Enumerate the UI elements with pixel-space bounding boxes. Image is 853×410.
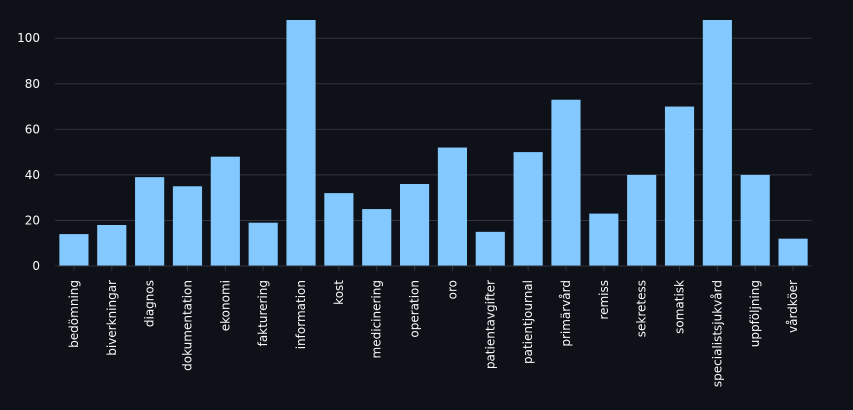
x-tick-label: diagnos bbox=[143, 280, 157, 327]
y-tick-label: 60 bbox=[25, 122, 40, 136]
gridlines bbox=[55, 37, 812, 221]
bar-ekonomi[interactable] bbox=[210, 156, 240, 266]
bar-primärvård[interactable] bbox=[551, 99, 581, 266]
x-tick-label: uppföljning bbox=[748, 280, 762, 347]
x-tick-label: fakturering bbox=[256, 280, 270, 346]
bar-patientjournal[interactable] bbox=[513, 152, 543, 266]
x-tick-label: patientjournal bbox=[521, 280, 535, 364]
bar-uppföljning[interactable] bbox=[740, 174, 770, 266]
x-tick-label: oro bbox=[445, 280, 459, 299]
bar-remiss[interactable] bbox=[589, 213, 619, 266]
x-tick-label: specialistsjukvård bbox=[710, 280, 724, 387]
bar-specialistsjukvård[interactable] bbox=[702, 20, 732, 266]
x-tick-label: sekretess bbox=[635, 280, 649, 337]
bar-medicinering[interactable] bbox=[362, 209, 392, 266]
bar-somatisk[interactable] bbox=[664, 106, 695, 266]
bar-kost[interactable] bbox=[324, 193, 354, 266]
bar-oro[interactable] bbox=[437, 147, 467, 266]
bar-diagnos[interactable] bbox=[135, 177, 165, 266]
x-axis-ticks: bedömning biverkningar diagnos dokumentatio… bbox=[67, 266, 800, 387]
bar-sekretess[interactable] bbox=[627, 174, 657, 266]
y-axis-ticks: 0 20 40 60 80 100 bbox=[17, 31, 40, 273]
x-tick-label: kost bbox=[332, 280, 346, 305]
x-tick-label: operation bbox=[408, 280, 422, 338]
bar-biverkningar[interactable] bbox=[97, 225, 127, 266]
bar-patientavgifter[interactable] bbox=[475, 231, 505, 266]
bar-vårdköer[interactable] bbox=[778, 238, 808, 266]
y-tick-label: 80 bbox=[25, 77, 40, 91]
x-tick-label: information bbox=[294, 280, 308, 349]
y-tick-label: 100 bbox=[17, 31, 40, 45]
y-tick-label: 40 bbox=[25, 168, 40, 182]
y-tick-label: 0 bbox=[32, 259, 40, 273]
x-tick-label: vårdköer bbox=[786, 280, 800, 333]
bar-bedömning[interactable] bbox=[59, 234, 89, 266]
x-tick-label: primärvård bbox=[559, 280, 573, 347]
bars bbox=[59, 20, 808, 266]
bar-fakturering[interactable] bbox=[248, 222, 278, 266]
bar-information[interactable] bbox=[286, 20, 316, 266]
x-tick-label: bedömning bbox=[67, 280, 81, 348]
x-tick-label: somatisk bbox=[673, 280, 687, 334]
x-tick-label: ekonomi bbox=[218, 280, 232, 331]
x-tick-label: remiss bbox=[597, 280, 611, 320]
x-tick-label: patientavgifter bbox=[483, 280, 497, 369]
bar-operation[interactable] bbox=[400, 184, 430, 266]
x-tick-label: biverkningar bbox=[105, 280, 119, 356]
x-tick-label: medicinering bbox=[370, 280, 384, 358]
x-tick-label: dokumentation bbox=[180, 280, 194, 371]
y-tick-label: 20 bbox=[25, 213, 40, 227]
bar-dokumentation[interactable] bbox=[172, 186, 203, 266]
